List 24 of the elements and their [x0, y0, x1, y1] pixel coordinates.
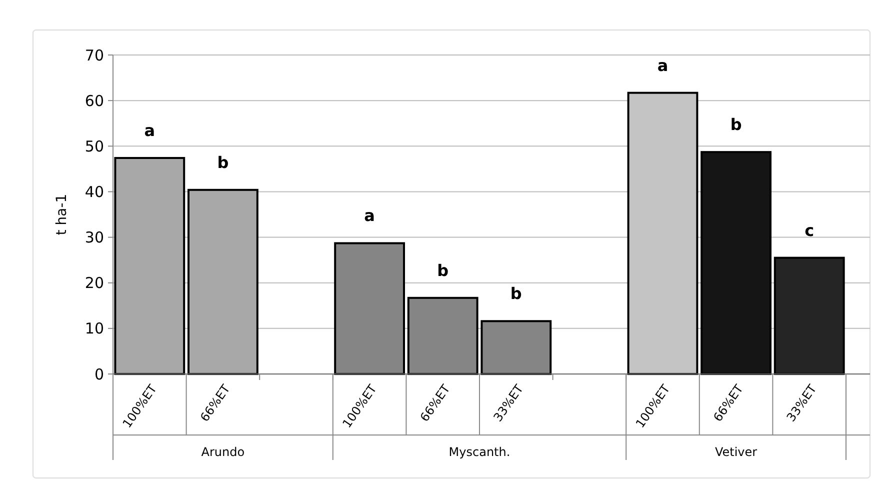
text: Arundo: [201, 445, 245, 460]
y-tick-label: 20: [84, 274, 104, 292]
bar: [700, 151, 772, 375]
text: Vetiver: [714, 445, 758, 460]
bar: [774, 256, 845, 375]
data-label: a: [144, 120, 156, 140]
y-axis-title: t ha-1: [54, 194, 70, 236]
y-tick-label: 30: [84, 228, 104, 247]
data-label: a: [364, 206, 375, 226]
data-label: a: [657, 56, 668, 75]
text: Myscanth.: [448, 445, 510, 460]
data-label: b: [730, 115, 742, 134]
data-label: c: [804, 220, 814, 240]
y-tick-label: 60: [84, 92, 104, 110]
data-label: b: [510, 284, 522, 304]
y-tick-label: 50: [84, 137, 104, 156]
y-tick-label: 10: [84, 320, 104, 338]
data-label: b: [217, 152, 229, 172]
data-label: b: [437, 260, 449, 280]
bar: [188, 188, 258, 375]
y-tick-label: 0: [94, 365, 104, 384]
bar: [114, 156, 186, 375]
y-tick-label: 40: [84, 182, 104, 201]
y-tick-label: 70: [84, 46, 104, 64]
